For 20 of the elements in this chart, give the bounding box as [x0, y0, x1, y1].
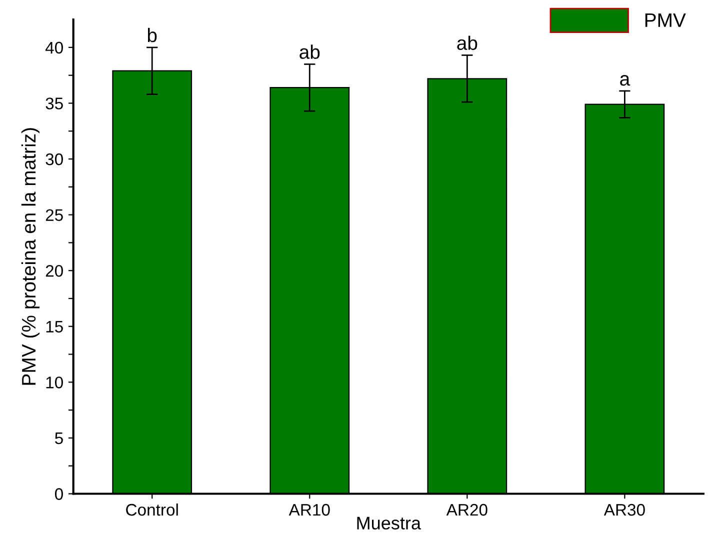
y-tick-label: 30 [46, 153, 63, 166]
y-tick-label: 15 [46, 320, 63, 333]
y-tick-label: 25 [46, 209, 63, 221]
annotation: ab [300, 44, 320, 59]
x-tick-label: Control [126, 503, 178, 516]
annotation: b [148, 28, 157, 42]
x-tick-label: AR20 [446, 504, 488, 516]
x-tick-label: AR30 [604, 504, 645, 516]
y-tick-label: 20 [46, 264, 63, 277]
x-axis-title: Muestra [357, 516, 422, 530]
y-tick-label: 0 [54, 488, 63, 500]
x-tick-label: AR10 [288, 504, 330, 516]
y-axis-title: PMV (% proteina en la matriz) [21, 128, 40, 385]
y-tick-label: 10 [46, 376, 63, 388]
annotation: a [620, 75, 630, 86]
y-tick-label: 5 [55, 432, 63, 444]
annotation: ab [457, 36, 478, 50]
y-tick-label: 35 [46, 98, 63, 110]
legend-label: PMV [645, 13, 686, 27]
y-tick-label: 40 [45, 42, 63, 54]
